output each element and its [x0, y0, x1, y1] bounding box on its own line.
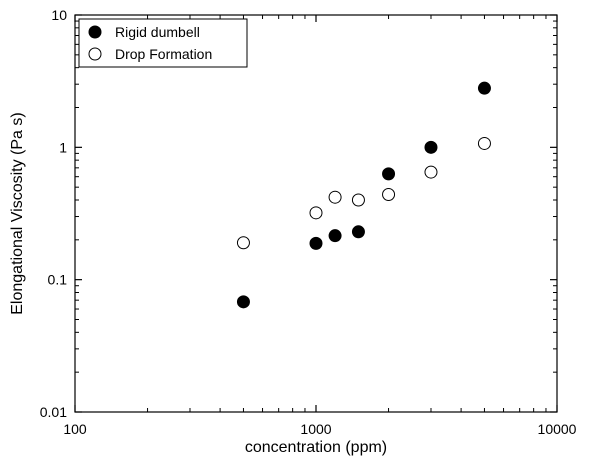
- x-tick-label: 100: [63, 421, 87, 437]
- rigid-dumbell-point: [328, 229, 342, 243]
- rigid-dumbell-point: [424, 140, 438, 154]
- legend-label: Drop Formation: [115, 46, 212, 62]
- legend-marker: [88, 25, 102, 39]
- drop-formation-point: [328, 190, 342, 204]
- drop-formation-point: [351, 193, 365, 207]
- x-tick-label: 10000: [538, 421, 577, 437]
- rigid-dumbell-point: [236, 295, 250, 309]
- drop-formation-point: [382, 188, 396, 202]
- data-markers: [236, 81, 491, 309]
- legend-box: [78, 18, 248, 68]
- rigid-dumbell-point: [309, 236, 323, 250]
- y-tick-label: 1: [59, 139, 67, 155]
- legend-marker: [88, 47, 102, 61]
- legend-label: Rigid dumbell: [115, 24, 200, 40]
- tick-labels: 100 1000 10000 0.01 0.1 1 10: [40, 7, 577, 437]
- x-tick-label: 1000: [300, 421, 331, 437]
- y-tick-label: 10: [51, 7, 67, 23]
- drop-formation-point: [424, 165, 438, 179]
- y-axis-label: Elongational Viscosity (Pa s): [9, 112, 26, 314]
- rigid-dumbell-point: [477, 81, 491, 95]
- legend: Rigid dumbell Drop Formation: [78, 18, 248, 68]
- y-tick-label: 0.1: [48, 272, 68, 288]
- rigid-dumbell-point: [382, 167, 396, 181]
- x-axis-label: concentration (ppm): [245, 439, 387, 456]
- axis-ticks: [74, 14, 558, 413]
- rigid-dumbell-point: [351, 225, 365, 239]
- y-tick-label: 0.01: [40, 404, 67, 420]
- drop-formation-point: [309, 206, 323, 220]
- drop-formation-point: [236, 236, 250, 250]
- drop-formation-point: [477, 136, 491, 150]
